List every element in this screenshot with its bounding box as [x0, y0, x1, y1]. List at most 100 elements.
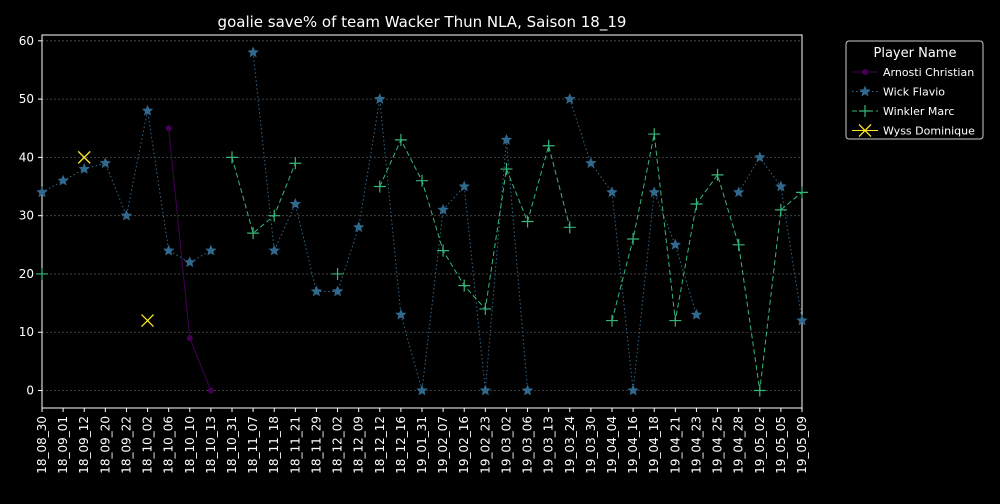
- data-point: [36, 267, 48, 280]
- data-point: [77, 150, 91, 164]
- x-tick-label: 18_10_06: [162, 416, 176, 474]
- data-point: [331, 285, 344, 297]
- data-point: [775, 180, 787, 192]
- legend-marker: [859, 85, 871, 97]
- data-point: [521, 384, 534, 396]
- data-point: [141, 314, 155, 328]
- data-point: [542, 139, 555, 152]
- data-point: [165, 125, 172, 132]
- x-tick-label: 18_11_21: [288, 416, 302, 474]
- y-tick-label: 0: [26, 384, 34, 398]
- x-tick-label: 19_04_28: [732, 416, 746, 474]
- data-point: [458, 279, 471, 292]
- x-tick-label: 18_12_16: [394, 416, 408, 474]
- x-tick-label: 19_03_30: [584, 416, 598, 474]
- x-tick-label: 19_03_24: [563, 416, 577, 474]
- data-point: [627, 232, 640, 245]
- data-point: [606, 186, 618, 198]
- data-point: [374, 93, 386, 104]
- legend-label: Wyss Dominique: [883, 125, 975, 138]
- x-tick-label: 19_03_13: [542, 416, 556, 474]
- y-tick-label: 10: [19, 325, 34, 339]
- series-0: [165, 125, 214, 394]
- data-point: [564, 93, 576, 104]
- y-tick-label: 60: [19, 34, 34, 48]
- data-point: [669, 238, 682, 250]
- data-point: [648, 186, 660, 198]
- data-point: [690, 308, 703, 320]
- data-point: [395, 308, 407, 320]
- data-point: [711, 168, 724, 181]
- plot-area: 0 10 20 30 40 50 60 18_08_30 18_09_01 18_09_12 18_…: [19, 34, 809, 474]
- chart-title: goalie save% of team Wacker Thun NLA, Sa…: [218, 13, 627, 32]
- data-point: [268, 209, 281, 222]
- data-point: [205, 244, 217, 256]
- x-tick-label: 19_05_05: [774, 416, 788, 474]
- data-point: [120, 209, 133, 221]
- legend-marker: [858, 124, 872, 137]
- data-point: [289, 157, 302, 170]
- data-point: [207, 387, 214, 394]
- data-point: [606, 314, 618, 327]
- legend-label: Winkler Marc: [883, 105, 954, 118]
- data-point: [99, 157, 112, 169]
- data-point: [268, 244, 280, 256]
- x-tick-label: 19_02_16: [457, 416, 471, 474]
- x-tick-label: 18_10_10: [183, 416, 197, 474]
- x-tick-label: 19_04_21: [668, 416, 682, 474]
- data-point: [796, 186, 808, 199]
- data-point: [500, 133, 513, 145]
- data-point: [479, 384, 492, 396]
- series-3: [77, 150, 155, 328]
- data-point: [627, 384, 639, 396]
- x-tick-label: 19_04_25: [711, 416, 725, 474]
- series-line: [738, 156, 803, 321]
- y-tick-label: 30: [19, 209, 34, 223]
- series-line: [41, 110, 212, 263]
- data-point: [289, 198, 302, 209]
- data-point: [186, 335, 193, 342]
- data-point: [669, 314, 682, 327]
- data-point: [521, 215, 534, 228]
- x-tick-label: 19_04_16: [626, 416, 640, 474]
- legend-title: Player Name: [874, 46, 957, 61]
- data-point: [774, 203, 787, 216]
- data-point: [437, 203, 449, 215]
- data-point: [500, 163, 513, 176]
- x-tick-label: 18_11_29: [309, 416, 323, 474]
- data-point: [458, 180, 470, 192]
- legend-items: Arnosti Christian Wick Flavio Winkler Marc…: [852, 66, 975, 138]
- x-tick-label: 19_01_31: [415, 416, 429, 474]
- data-point: [753, 384, 766, 397]
- data-point: [732, 186, 745, 198]
- data-point: [57, 174, 69, 186]
- data-point: [184, 256, 196, 268]
- data-point: [373, 180, 386, 193]
- data-point: [563, 221, 576, 234]
- data-point: [585, 157, 597, 169]
- data-point: [247, 227, 260, 240]
- data-point: [479, 302, 492, 315]
- x-tick-label: 18_09_12: [77, 416, 91, 474]
- x-tick-label: 19_02_23: [478, 416, 492, 474]
- y-tick-label: 20: [19, 267, 34, 281]
- data-point: [690, 198, 703, 211]
- series-line: [611, 133, 803, 391]
- y-tick-label: 40: [19, 150, 34, 164]
- x-tick-label: 19_05_02: [753, 416, 767, 474]
- x-tick-label: 19_04_04: [605, 416, 619, 474]
- axes-frame: [41, 34, 803, 409]
- x-tick-label: 18_09_20: [98, 416, 112, 474]
- data-point: [437, 244, 450, 257]
- series-line: [252, 52, 529, 391]
- x-tick-label: 18_12_02: [331, 416, 345, 474]
- data-point: [648, 128, 661, 141]
- x-tick-label: 18_10_13: [204, 416, 218, 474]
- legend-label: Arnosti Christian: [883, 66, 974, 79]
- x-tick-label: 18_11_07: [246, 416, 260, 474]
- x-tick-label: 19_03_06: [521, 416, 535, 474]
- x-tick-label: 18_12_09: [352, 416, 366, 474]
- x-tick-label: 18_09_01: [56, 416, 70, 474]
